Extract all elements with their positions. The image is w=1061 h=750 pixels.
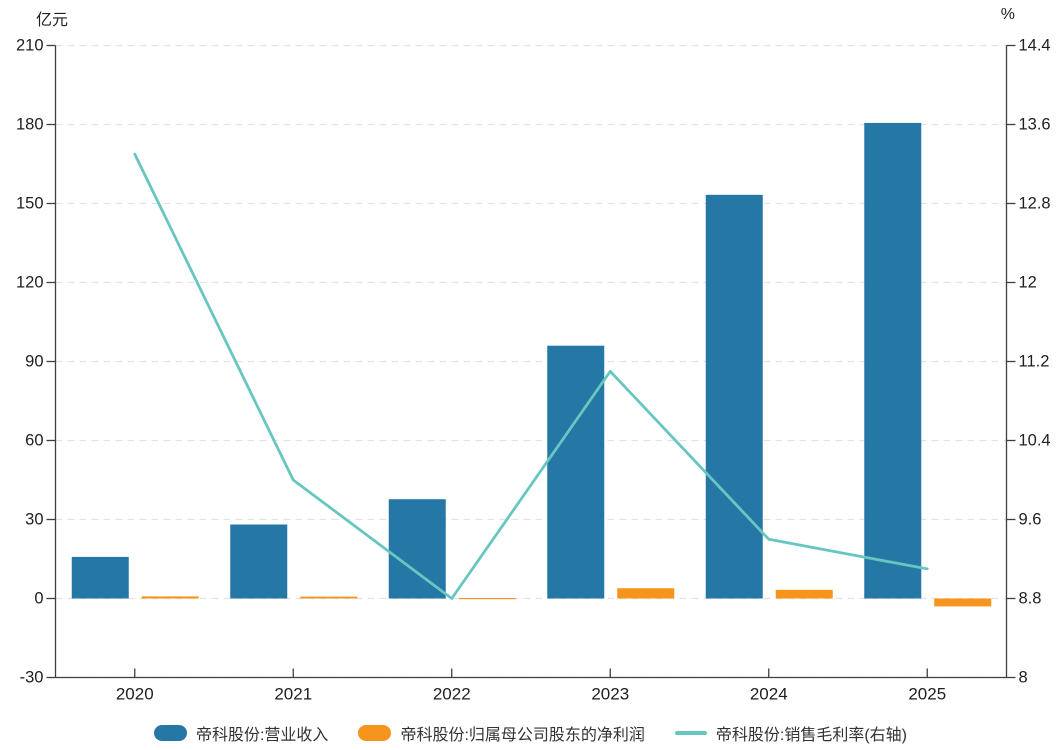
right-axis-tick-label: 8.8	[1019, 590, 1042, 608]
x-axis-year-label: 2025	[908, 685, 946, 704]
right-axis-tick-label: 13.6	[1019, 116, 1051, 134]
revenue-swatch-icon	[153, 725, 187, 741]
right-axis-tick-label: 8	[1019, 669, 1028, 687]
left-axis-tick-label: 90	[25, 353, 43, 371]
bar-net-profit-2023	[617, 588, 675, 599]
bar-revenue-2022	[388, 499, 446, 599]
left-axis-tick-label: -30	[20, 669, 44, 687]
x-axis-year-label: 2023	[591, 685, 629, 704]
right-axis-unit-label: %	[1000, 6, 1015, 23]
right-axis-tick-label: 12.8	[1019, 195, 1051, 213]
bar-net-profit-2020	[141, 596, 199, 599]
right-axis-tick-label: 10.4	[1019, 432, 1051, 450]
left-axis-tick-label: 60	[25, 432, 43, 450]
left-axis-tick-label: 30	[25, 511, 43, 529]
legend-label-net-profit: 帝科股份:归属母公司股东的净利润	[400, 727, 645, 744]
legend-item-gross-margin[interactable]: 帝科股份:销售毛利率(右轴)	[674, 721, 907, 745]
legend-item-net-profit[interactable]: 帝科股份:归属母公司股东的净利润	[358, 721, 645, 745]
right-axis-tick-label: 14.4	[1019, 37, 1051, 55]
left-axis-tick-label: 0	[34, 590, 43, 608]
bar-net-profit-2024	[775, 589, 833, 599]
bar-net-profit-2022	[458, 597, 516, 600]
left-axis-tick-label: 120	[16, 274, 44, 292]
x-axis-year-label: 2022	[433, 685, 471, 704]
net-profit-swatch-icon	[358, 725, 392, 741]
left-axis-unit-label: 亿元	[36, 12, 69, 29]
x-axis-year-label: 2020	[116, 685, 154, 704]
legend-item-revenue[interactable]: 帝科股份:营业收入	[153, 721, 329, 745]
left-axis-tick-label: 150	[16, 195, 44, 213]
right-axis-tick-label: 12	[1019, 274, 1037, 292]
bar-net-profit-2021	[300, 596, 358, 599]
bar-revenue-2020	[71, 556, 129, 599]
x-axis-year-label: 2024	[750, 685, 788, 704]
left-axis-tick-label: 180	[16, 116, 44, 134]
legend: 帝科股份:营业收入 帝科股份:归属母公司股东的净利润 帝科股份:销售毛利率(右轴…	[0, 721, 1061, 745]
right-axis-tick-label: 11.2	[1019, 353, 1050, 371]
x-axis-year-label: 2021	[274, 685, 312, 704]
left-axis-tick-label: 210	[16, 37, 44, 55]
right-axis-tick-label: 9.6	[1019, 511, 1042, 529]
gross-margin-line	[133, 152, 929, 600]
bar-revenue-2023	[547, 345, 605, 599]
legend-label-gross-margin: 帝科股份:销售毛利率(右轴)	[715, 727, 907, 744]
bar-revenue-2021	[230, 524, 288, 599]
bar-revenue-2024	[705, 194, 763, 599]
bar-net-profit-2025	[934, 598, 992, 607]
bar-revenue-2025	[864, 122, 922, 599]
gross-margin-line-swatch-icon	[674, 731, 707, 735]
legend-label-revenue: 帝科股份:营业收入	[195, 727, 329, 744]
